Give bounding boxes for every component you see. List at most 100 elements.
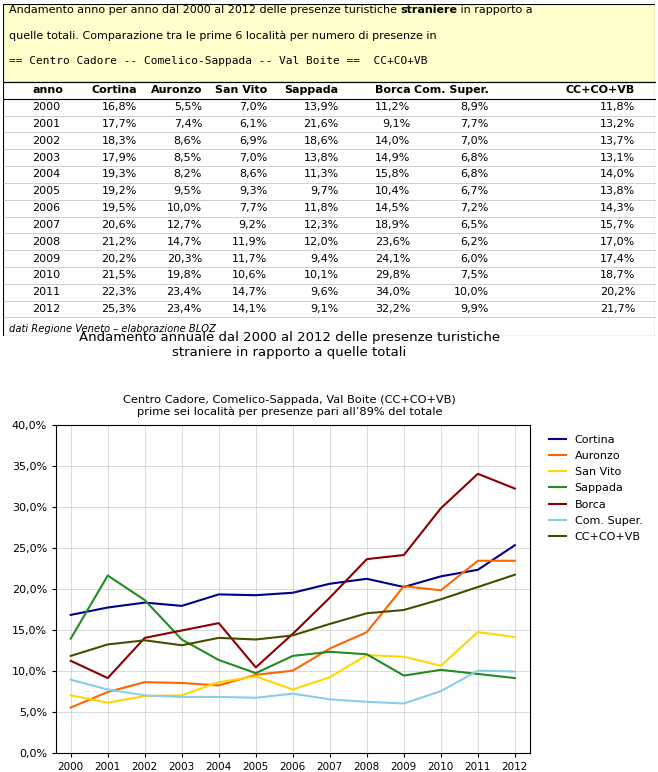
Sappada <box>400 671 408 680</box>
Line: Cortina: Cortina <box>70 545 515 615</box>
Auronzo <box>178 679 186 688</box>
Text: 2002: 2002 <box>33 136 61 146</box>
Text: 11,7%: 11,7% <box>232 253 267 263</box>
Text: 6,0%: 6,0% <box>461 253 489 263</box>
Auronzo <box>326 644 334 653</box>
Sappada <box>178 635 186 644</box>
Text: San Vito: San Vito <box>215 85 267 95</box>
Text: Com. Super.: Com. Super. <box>414 85 489 95</box>
Text: anno: anno <box>33 85 63 95</box>
Text: 18,7%: 18,7% <box>600 270 635 280</box>
San Vito <box>141 692 149 701</box>
Text: 9,7%: 9,7% <box>311 186 339 196</box>
San Vito <box>400 652 408 662</box>
San Vito <box>474 628 482 637</box>
Text: 2011: 2011 <box>33 287 61 297</box>
San Vito <box>252 672 260 681</box>
Line: Com. Super.: Com. Super. <box>70 671 515 703</box>
Text: 9,3%: 9,3% <box>239 186 267 196</box>
Auronzo <box>141 678 149 687</box>
Bar <box>3 82 655 336</box>
Sappada <box>326 647 334 656</box>
Cortina <box>511 540 519 550</box>
Text: 2010: 2010 <box>33 270 61 280</box>
Text: 2009: 2009 <box>33 253 61 263</box>
Com. Super. <box>400 699 408 708</box>
Text: == Centro Cadore -- Comelico-Sappada -- Val Boite ==  CC+CO+VB: == Centro Cadore -- Comelico-Sappada -- … <box>9 56 427 66</box>
Com. Super. <box>363 697 370 706</box>
Text: 24,1%: 24,1% <box>375 253 411 263</box>
Text: 5,5%: 5,5% <box>174 102 202 112</box>
Text: 7,0%: 7,0% <box>461 136 489 146</box>
Text: 9,2%: 9,2% <box>239 220 267 230</box>
Text: 9,4%: 9,4% <box>311 253 339 263</box>
Sappada <box>252 669 260 678</box>
Text: 14,5%: 14,5% <box>375 203 411 213</box>
Text: 2012: 2012 <box>33 304 61 314</box>
Text: 21,5%: 21,5% <box>101 270 137 280</box>
Text: 13,8%: 13,8% <box>600 186 635 196</box>
Legend: Cortina, Auronzo, San Vito, Sappada, Borca, Com. Super., CC+CO+VB: Cortina, Auronzo, San Vito, Sappada, Bor… <box>545 430 647 547</box>
Text: 7,0%: 7,0% <box>239 102 267 112</box>
Cortina <box>178 601 186 611</box>
CC+CO+VB <box>326 619 334 628</box>
Text: 18,9%: 18,9% <box>375 220 411 230</box>
Sappada <box>437 665 445 675</box>
Auronzo <box>363 628 370 637</box>
Line: Sappada: Sappada <box>70 575 515 678</box>
Auronzo <box>215 681 222 690</box>
Text: 25,3%: 25,3% <box>101 304 137 314</box>
Text: 12,7%: 12,7% <box>166 220 202 230</box>
Text: 2008: 2008 <box>33 237 61 247</box>
Sappada <box>511 673 519 682</box>
Com. Super. <box>215 692 222 702</box>
Text: 14,1%: 14,1% <box>232 304 267 314</box>
Text: quelle totali. Comparazione tra le prime 6 località per numero di presenze in: quelle totali. Comparazione tra le prime… <box>9 30 436 41</box>
Text: 7,7%: 7,7% <box>239 203 267 213</box>
Sappada <box>104 571 112 581</box>
Text: 11,2%: 11,2% <box>375 102 411 112</box>
Text: 10,0%: 10,0% <box>453 287 489 297</box>
Text: 10,1%: 10,1% <box>303 270 339 280</box>
Auronzo <box>511 556 519 565</box>
Cortina <box>252 591 260 600</box>
Text: Andamento annuale dal 2000 al 2012 delle presenze turistiche
straniere in rappor: Andamento annuale dal 2000 al 2012 delle… <box>79 331 500 359</box>
Bar <box>3 4 655 82</box>
Borca <box>252 662 260 672</box>
Text: 6,8%: 6,8% <box>461 153 489 163</box>
San Vito <box>104 698 112 707</box>
Text: 8,6%: 8,6% <box>239 169 267 179</box>
Auronzo <box>400 581 408 591</box>
Text: in rapporto a: in rapporto a <box>457 5 532 15</box>
CC+CO+VB <box>215 633 222 642</box>
Line: San Vito: San Vito <box>70 632 515 703</box>
Text: 34,0%: 34,0% <box>375 287 411 297</box>
Text: 13,9%: 13,9% <box>303 102 339 112</box>
Text: 9,9%: 9,9% <box>460 304 489 314</box>
Borca <box>474 469 482 479</box>
CC+CO+VB <box>474 582 482 591</box>
CC+CO+VB <box>104 640 112 649</box>
Text: 23,4%: 23,4% <box>166 304 202 314</box>
Text: 13,2%: 13,2% <box>600 119 635 129</box>
Text: 29,8%: 29,8% <box>375 270 411 280</box>
Text: 10,6%: 10,6% <box>232 270 267 280</box>
Auronzo <box>66 703 74 713</box>
Text: 12,0%: 12,0% <box>303 237 339 247</box>
CC+CO+VB <box>252 635 260 644</box>
Text: 14,9%: 14,9% <box>375 153 411 163</box>
Borca <box>511 484 519 493</box>
San Vito <box>363 651 370 660</box>
Sappada <box>66 634 74 643</box>
Text: 10,4%: 10,4% <box>375 186 411 196</box>
Com. Super. <box>104 685 112 694</box>
CC+CO+VB <box>141 635 149 645</box>
Text: 9,5%: 9,5% <box>174 186 202 196</box>
Com. Super. <box>141 691 149 700</box>
Cortina <box>437 572 445 581</box>
Text: 22,3%: 22,3% <box>101 287 137 297</box>
Text: 17,0%: 17,0% <box>600 237 635 247</box>
Auronzo <box>474 556 482 565</box>
Text: 14,7%: 14,7% <box>166 237 202 247</box>
Text: 7,4%: 7,4% <box>174 119 202 129</box>
